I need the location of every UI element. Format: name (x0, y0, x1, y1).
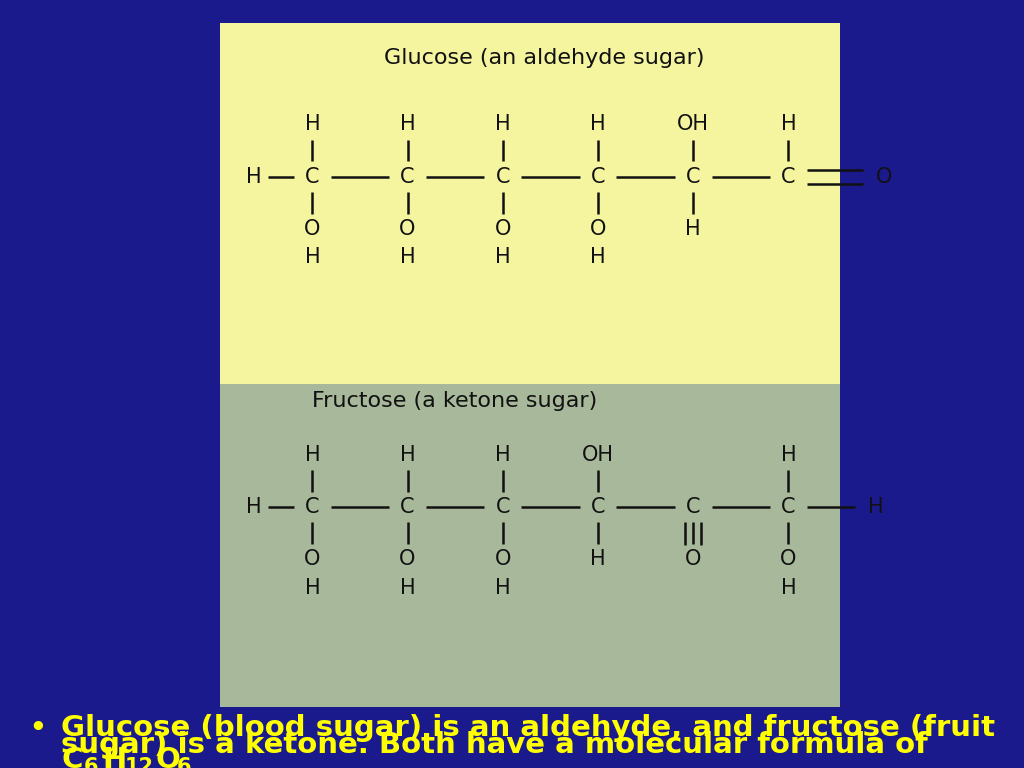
Text: H: H (590, 247, 606, 267)
Text: C: C (591, 497, 605, 517)
Text: H: H (590, 549, 606, 569)
Text: O: O (590, 219, 606, 239)
Text: C: C (496, 497, 510, 517)
Text: 6: 6 (84, 757, 98, 768)
Text: O: O (685, 549, 701, 569)
Text: C: C (61, 746, 83, 768)
Text: •: • (29, 713, 47, 743)
Text: Glucose (blood sugar) is an aldehyde, and fructose (fruit: Glucose (blood sugar) is an aldehyde, an… (61, 714, 995, 742)
Text: C: C (400, 167, 415, 187)
Text: C: C (305, 167, 319, 187)
Text: H: H (780, 445, 797, 465)
Text: H: H (495, 114, 511, 134)
Text: C: C (781, 497, 796, 517)
Text: O: O (876, 167, 892, 187)
Text: H: H (867, 497, 884, 517)
Text: O: O (399, 219, 416, 239)
Text: 12: 12 (125, 757, 154, 768)
Text: H: H (399, 445, 416, 465)
Text: H: H (399, 114, 416, 134)
Text: O: O (399, 549, 416, 569)
Text: O: O (304, 219, 321, 239)
Text: C: C (781, 167, 796, 187)
Text: sugar) is a ketone. Both have a molecular formula of: sugar) is a ketone. Both have a molecula… (61, 731, 928, 759)
Text: H: H (304, 445, 321, 465)
Text: H: H (495, 578, 511, 598)
Text: OH: OH (582, 445, 614, 465)
Text: H: H (590, 114, 606, 134)
Text: O: O (304, 549, 321, 569)
Text: C: C (686, 497, 700, 517)
Text: H: H (102, 746, 127, 768)
Text: O: O (495, 549, 511, 569)
Text: O: O (780, 549, 797, 569)
Text: Fructose (a ketone sugar): Fructose (a ketone sugar) (312, 391, 598, 411)
Text: H: H (495, 247, 511, 267)
Text: O: O (156, 746, 180, 768)
Text: H: H (304, 247, 321, 267)
Text: C: C (496, 167, 510, 187)
Text: H: H (399, 578, 416, 598)
Text: O: O (495, 219, 511, 239)
Text: C: C (400, 497, 415, 517)
Text: H: H (780, 114, 797, 134)
Text: H: H (495, 445, 511, 465)
Text: H: H (304, 578, 321, 598)
Text: H: H (246, 167, 262, 187)
Text: 6: 6 (177, 757, 191, 768)
Text: H: H (246, 497, 262, 517)
Text: C: C (305, 497, 319, 517)
Text: H: H (304, 114, 321, 134)
Text: H: H (399, 247, 416, 267)
Text: Glucose (an aldehyde sugar): Glucose (an aldehyde sugar) (384, 48, 705, 68)
Bar (220, 384, 840, 707)
Text: C: C (686, 167, 700, 187)
Text: C: C (591, 167, 605, 187)
Text: H: H (685, 219, 701, 239)
Bar (220, 23, 840, 384)
Text: H: H (780, 578, 797, 598)
Text: OH: OH (677, 114, 710, 134)
